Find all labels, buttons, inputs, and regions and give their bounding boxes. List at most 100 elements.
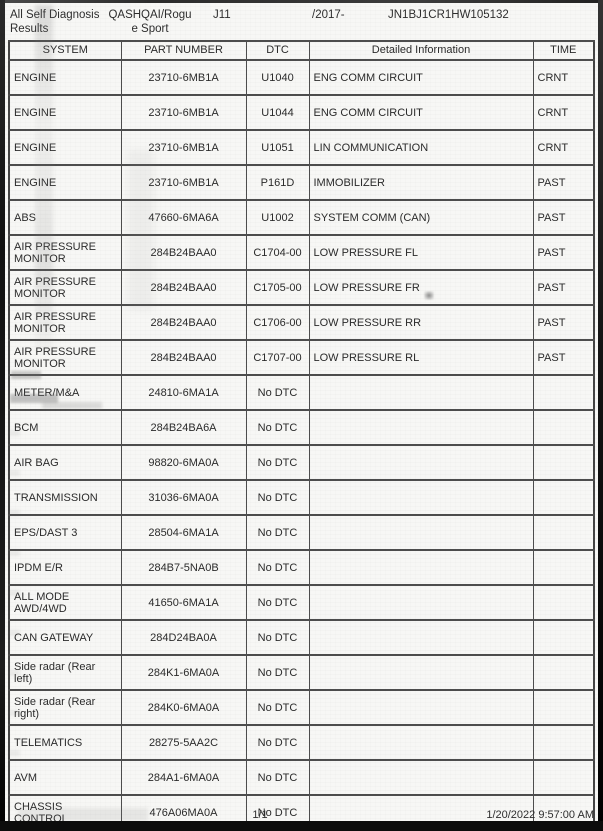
column-header-time: TIME: [532, 40, 595, 61]
table-header: SYSTEM PART NUMBER DTC Detailed Informat…: [8, 40, 595, 61]
cell-detail: [308, 584, 534, 621]
table-row: AIR BAG 98820-6MA0A No DTC: [8, 444, 595, 481]
cell-time: [532, 759, 595, 796]
cell-system: AIR PRESSURE MONITOR: [8, 304, 122, 341]
cell-part-number: 284A1-6MA0A: [120, 759, 247, 796]
cell-detail: [308, 514, 534, 551]
cell-system: AIR PRESSURE MONITOR: [8, 269, 122, 306]
cell-part-number: 284B24BAA0: [120, 269, 247, 306]
scan-edge-top: [0, 0, 603, 3]
cell-dtc: No DTC: [245, 549, 310, 586]
column-header-detailed-information: Detailed Information: [308, 40, 534, 61]
table-row: Side radar (Rear right) 284K0-6MA0A No D…: [8, 689, 595, 726]
table-row: AIR PRESSURE MONITOR 284B24BAA0 C1706-00…: [8, 304, 595, 341]
scan-edge-right: [598, 0, 603, 831]
table-row: TRANSMISSION 31036-6MA0A No DTC: [8, 479, 595, 516]
table-row: EPS/DAST 3 28504-6MA1A No DTC: [8, 514, 595, 551]
cell-dtc: C1706-00: [245, 304, 310, 341]
cell-time: [532, 584, 595, 621]
cell-detail: [308, 654, 534, 691]
scan-edge-left: [0, 0, 5, 831]
cell-system: TELEMATICS: [8, 724, 122, 761]
cell-part-number: 284B7-5NA0B: [120, 549, 247, 586]
vehicle-vin: JN1BJ1CR1HW105132: [388, 9, 509, 21]
cell-system: EPS/DAST 3: [8, 514, 122, 551]
cell-dtc: No DTC: [245, 374, 310, 411]
column-header-part-number: PART NUMBER: [120, 40, 247, 61]
table-row: METER/M&A 24810-6MA1A No DTC: [8, 374, 595, 411]
cell-system: AIR PRESSURE MONITOR: [8, 339, 122, 376]
cell-system: ENGINE: [8, 94, 122, 131]
cell-time: CRNT: [532, 59, 595, 96]
cell-time: [532, 479, 595, 516]
table-row: TELEMATICS 28275-5AA2C No DTC: [8, 724, 595, 761]
table-header-row: SYSTEM PART NUMBER DTC Detailed Informat…: [8, 40, 595, 61]
cell-time: PAST: [532, 339, 595, 376]
vehicle-model-code: J11: [213, 9, 231, 21]
cell-system: AIR PRESSURE MONITOR: [8, 234, 122, 271]
cell-dtc: No DTC: [245, 689, 310, 726]
cell-dtc: C1704-00: [245, 234, 310, 271]
cell-time: PAST: [532, 269, 595, 306]
vehicle-model-line1: QASHQAI/Rogu: [108, 9, 192, 21]
cell-time: [532, 654, 595, 691]
table-row: BCM 284B24BA6A No DTC: [8, 409, 595, 446]
cell-part-number: 23710-6MB1A: [120, 164, 247, 201]
cell-dtc: U1044: [245, 94, 310, 131]
table-row: AIR PRESSURE MONITOR 284B24BAA0 C1707-00…: [8, 339, 595, 376]
cell-detail: IMMOBILIZER: [308, 164, 534, 201]
cell-part-number: 31036-6MA0A: [120, 479, 247, 516]
cell-dtc: No DTC: [245, 619, 310, 656]
cell-detail: LOW PRESSURE FL: [308, 234, 534, 271]
cell-time: CRNT: [532, 94, 595, 131]
cell-system: TRANSMISSION: [8, 479, 122, 516]
table-row: ENGINE 23710-6MB1A P161D IMMOBILIZER PAS…: [8, 164, 595, 201]
vehicle-model-year: /2017-: [312, 9, 345, 21]
cell-dtc: U1051: [245, 129, 310, 166]
table-row: CAN GATEWAY 284D24BA0A No DTC: [8, 619, 595, 656]
cell-dtc: P161D: [245, 164, 310, 201]
cell-detail: [308, 759, 534, 796]
diagnosis-results-table: SYSTEM PART NUMBER DTC Detailed Informat…: [8, 40, 595, 831]
cell-part-number: 24810-6MA1A: [120, 374, 247, 411]
cell-time: CRNT: [532, 129, 595, 166]
cell-detail: LOW PRESSURE RL: [308, 339, 534, 376]
vehicle-model: QASHQAI/Rogu e Sport: [104, 9, 196, 36]
cell-part-number: 284B24BAA0: [120, 304, 247, 341]
cell-system: ALL MODE AWD/4WD: [8, 584, 122, 621]
cell-detail: ENG COMM CIRCUIT: [308, 59, 534, 96]
table-body: ENGINE 23710-6MB1A U1040 ENG COMM CIRCUI…: [8, 59, 595, 831]
report-title: All Self Diagnosis Results: [10, 9, 99, 36]
cell-dtc: C1707-00: [245, 339, 310, 376]
vehicle-model-line2: e Sport: [131, 22, 169, 35]
cell-dtc: No DTC: [245, 444, 310, 481]
page-indicator: 1/1: [252, 809, 268, 821]
cell-detail: [308, 724, 534, 761]
cell-part-number: 284B24BA6A: [120, 409, 247, 446]
cell-system: ENGINE: [8, 164, 122, 201]
cell-time: [532, 409, 595, 446]
cell-time: PAST: [532, 234, 595, 271]
table-row: AIR PRESSURE MONITOR 284B24BAA0 C1705-00…: [8, 269, 595, 306]
cell-dtc: No DTC: [245, 584, 310, 621]
cell-time: [532, 514, 595, 551]
table-row: Side radar (Rear left) 284K1-6MA0A No DT…: [8, 654, 595, 691]
column-header-system: SYSTEM: [8, 40, 122, 61]
cell-dtc: No DTC: [245, 479, 310, 516]
cell-time: [532, 444, 595, 481]
report-title-line2: Results: [10, 22, 49, 35]
cell-detail: LIN COMMUNICATION: [308, 129, 534, 166]
cell-time: [532, 549, 595, 586]
cell-dtc: No DTC: [245, 759, 310, 796]
cell-part-number: 23710-6MB1A: [120, 59, 247, 96]
cell-system: IPDM E/R: [8, 549, 122, 586]
report-timestamp: 1/20/2022 9:57:00 AM: [486, 809, 594, 821]
cell-detail: [308, 374, 534, 411]
cell-part-number: 98820-6MA0A: [120, 444, 247, 481]
cell-part-number: 284K0-6MA0A: [120, 689, 247, 726]
cell-detail: ENG COMM CIRCUIT: [308, 94, 534, 131]
cell-time: PAST: [532, 199, 595, 236]
cell-system: CAN GATEWAY: [8, 619, 122, 656]
cell-part-number: 284D24BA0A: [120, 619, 247, 656]
